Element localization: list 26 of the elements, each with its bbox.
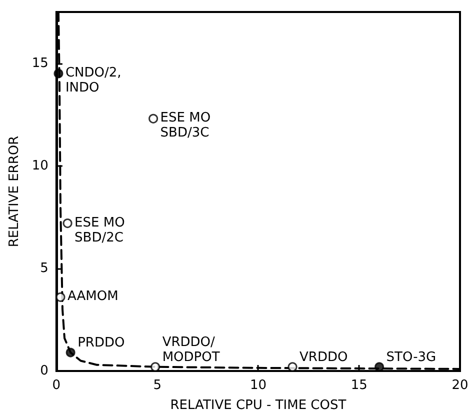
y-tick-label: 10 <box>32 158 48 174</box>
annotation: VRDDO <box>300 350 348 365</box>
annotation: CNDO/2, INDO <box>65 66 122 96</box>
point <box>148 114 158 124</box>
x-tick-label: 5 <box>153 378 162 393</box>
x-tick-label: 0 <box>52 378 61 393</box>
x-axis-title: RELATIVE CPU - TIME COST <box>170 398 346 413</box>
annotation: ESE MO SBD/3C <box>160 110 211 141</box>
annotation: PRDDO <box>78 336 125 351</box>
point <box>150 362 160 372</box>
point <box>56 292 66 302</box>
point <box>288 362 298 372</box>
x-tick-label: 15 <box>350 378 368 393</box>
y-axis-title: RELATIVE ERROR <box>7 136 22 248</box>
annotation: VRDDO/ MODPOT <box>162 334 220 365</box>
point <box>54 68 64 78</box>
annotation: ESE MO SBD/2C <box>74 215 125 246</box>
point <box>66 348 76 358</box>
y-tick-label: 15 <box>32 56 48 71</box>
x-tick-label: 10 <box>250 378 266 393</box>
y-tick-label: 5 <box>40 260 48 276</box>
point <box>62 218 72 228</box>
x-tick-label: 20 <box>452 378 468 393</box>
y-tick-label: 0 <box>40 364 48 378</box>
annotation: AAMOM <box>67 289 118 304</box>
annotation: STO-3G <box>386 350 436 365</box>
